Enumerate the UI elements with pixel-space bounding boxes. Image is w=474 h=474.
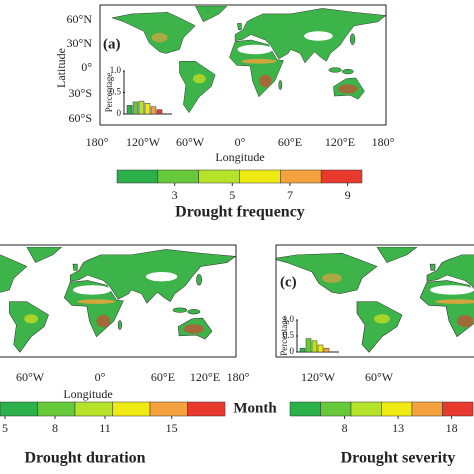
inset-tick-label: 0.5 [110, 87, 122, 97]
inset-y-label: Percentage [279, 316, 289, 355]
x-tick-label: 180° [227, 370, 250, 384]
x-tick-label: 180° [372, 135, 395, 149]
inset-bar [150, 106, 157, 115]
colorbar-tick-label: 11 [99, 421, 111, 435]
inset-bar [132, 101, 139, 115]
inset-bar [144, 103, 151, 115]
map-frame [275, 244, 474, 358]
x-tick-label: 0° [95, 370, 106, 384]
y-tick-label: 60°N [67, 12, 93, 26]
colorbar-segment [112, 401, 151, 417]
colorbar-segment [411, 401, 443, 417]
inset-y-label: Percentage [104, 73, 114, 112]
colorbar-title: Drought duration [24, 450, 145, 467]
x-axis-label: Longitude [215, 150, 264, 164]
inset-bar [323, 347, 330, 353]
world-map [0, 247, 236, 353]
inset-bar [138, 100, 145, 115]
colorbar-segment [74, 401, 113, 417]
colorbar-title: Drought severity [341, 450, 456, 467]
colorbar-segment [289, 401, 321, 417]
colorbar-tick-label: 3 [172, 188, 178, 202]
colorbar-tick-label: 7 [287, 188, 293, 202]
colorbar-unit: Month [233, 400, 277, 416]
inset-bar [299, 347, 306, 353]
x-tick-label: 60°E [151, 370, 175, 384]
colorbar-segment [116, 169, 159, 184]
x-tick-label: 60°W [176, 135, 205, 149]
x-tick-label: 60°W [365, 370, 394, 384]
map-panel [0, 247, 236, 353]
inset-bar [311, 340, 318, 353]
colorbar-segment [350, 401, 382, 417]
map-frame [99, 4, 387, 126]
colorbar-segment [239, 169, 281, 184]
colorbar-segment [381, 401, 413, 417]
inset-tick-label: 0 [117, 108, 122, 118]
y-tick-label: 30°N [67, 36, 93, 50]
colorbar-segment [442, 401, 474, 417]
x-tick-label: 60°W [16, 370, 45, 384]
inset-bar [305, 338, 312, 353]
inset-bar [317, 344, 324, 353]
inset-tick-label: 1.0 [110, 65, 122, 75]
x-tick-label: 120°W [126, 135, 161, 149]
panel-label: (c) [280, 274, 297, 290]
colorbar-segment [198, 169, 240, 184]
panel-label: (a) [103, 36, 121, 52]
colorbar-segment [280, 169, 322, 184]
inset-bar [126, 105, 133, 115]
colorbar-tick-label: 15 [166, 421, 178, 435]
x-tick-label: 120°E [190, 370, 220, 384]
y-axis-label: Latitude [54, 48, 68, 88]
x-tick-label: 120°W [301, 370, 336, 384]
inset-tick-label: 1.0 [283, 314, 295, 324]
colorbar-title: Drought frequency [175, 204, 305, 221]
colorbar-segment [157, 169, 199, 184]
colorbar-segment [0, 401, 38, 417]
colorbar-segment [187, 401, 226, 417]
x-tick-label: 180° [86, 135, 109, 149]
colorbar-segment [320, 169, 363, 184]
colorbar-segment [320, 401, 352, 417]
colorbar-tick-label: 13 [392, 421, 404, 435]
colorbar-tick-label: 9 [345, 188, 351, 202]
x-tick-label: 60°E [278, 135, 302, 149]
colorbar-tick-label: 5 [2, 421, 8, 435]
x-tick-label: 120°E [325, 135, 355, 149]
map-frame [0, 244, 237, 358]
inset-tick-label: 0 [290, 346, 295, 356]
colorbar-tick-label: 8 [52, 421, 58, 435]
colorbar-tick-label: 18 [446, 421, 458, 435]
colorbar-segment [37, 401, 76, 417]
inset-tick-label: 0.5 [283, 330, 295, 340]
inset-bar [156, 109, 163, 115]
colorbar-tick-label: 8 [342, 421, 348, 435]
y-tick-label: 60°S [69, 111, 92, 125]
y-tick-label: 0° [81, 60, 92, 74]
y-tick-label: 30°S [69, 86, 92, 100]
x-tick-label: 0° [235, 135, 246, 149]
colorbar-tick-label: 5 [229, 188, 235, 202]
x-axis-label: Longitude [63, 387, 112, 401]
colorbar-segment [149, 401, 188, 417]
